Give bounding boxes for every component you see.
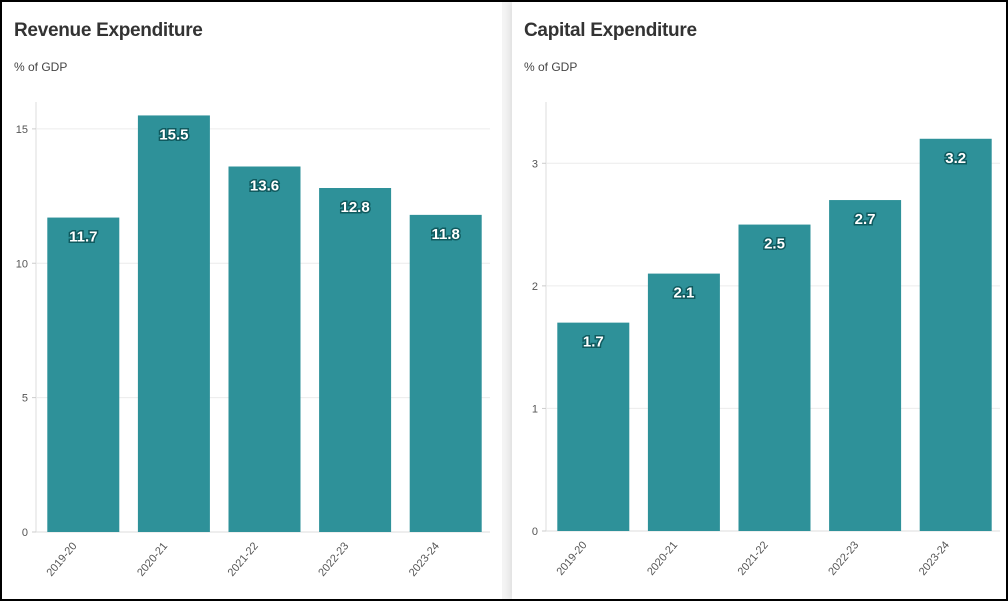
y-tick-label: 0 bbox=[22, 527, 28, 539]
chart-subtitle: % of GDP bbox=[524, 60, 578, 74]
data-label: 13.6 bbox=[250, 178, 279, 195]
y-tick-label: 3 bbox=[532, 158, 538, 170]
data-label: 2.1 bbox=[673, 285, 694, 302]
bar bbox=[409, 214, 482, 532]
y-tick-label: 1 bbox=[532, 403, 538, 415]
revenue-expenditure-chart: 0 5 10 15 11.7 2019-20 15.5 2020-21 13.6 2021-22 1… bbox=[16, 102, 490, 579]
bar bbox=[557, 322, 630, 531]
data-label: 12.8 bbox=[340, 199, 369, 216]
bar bbox=[47, 217, 120, 532]
x-category-label: 2023-24 bbox=[407, 540, 442, 579]
bar bbox=[738, 224, 811, 532]
bar bbox=[829, 200, 902, 532]
chart-title: Capital Expenditure bbox=[524, 20, 697, 41]
x-category-label: 2019-20 bbox=[554, 539, 589, 578]
data-label: 11.7 bbox=[69, 229, 97, 246]
data-label: 1.7 bbox=[583, 334, 604, 351]
x-category-label: 2023-24 bbox=[917, 539, 952, 578]
x-category-label: 2020-21 bbox=[135, 540, 170, 579]
panel-divider bbox=[502, 2, 512, 599]
revenue-expenditure-panel: Revenue Expenditure % of GDP 0 5 10 15 11.7 2… bbox=[2, 2, 502, 599]
capital-expenditure-chart: 0 1 2 3 1.7 2019-20 2.1 2020-21 2.5 2021-22 2.7 202… bbox=[532, 102, 1000, 578]
bar bbox=[319, 188, 392, 532]
y-tick-label: 15 bbox=[16, 124, 28, 136]
bar bbox=[919, 138, 992, 531]
data-label: 3.2 bbox=[945, 150, 966, 167]
data-label: 2.5 bbox=[764, 236, 785, 253]
x-category-label: 2022-23 bbox=[316, 540, 351, 579]
bar bbox=[647, 273, 720, 531]
bar bbox=[228, 166, 301, 532]
y-tick-label: 0 bbox=[532, 526, 538, 538]
x-category-label: 2020-21 bbox=[645, 539, 680, 578]
y-tick-label: 2 bbox=[532, 281, 538, 293]
x-category-label: 2022-23 bbox=[826, 539, 861, 578]
bar bbox=[137, 115, 210, 532]
x-category-label: 2021-22 bbox=[226, 540, 261, 579]
x-category-label: 2021-22 bbox=[736, 539, 771, 578]
x-category-label: 2019-20 bbox=[44, 540, 79, 579]
capital-expenditure-panel: Capital Expenditure % of GDP 0 1 2 3 1.7 2019… bbox=[512, 2, 1006, 599]
data-label: 2.7 bbox=[855, 211, 876, 228]
chart-subtitle: % of GDP bbox=[14, 60, 68, 74]
y-tick-label: 5 bbox=[22, 393, 28, 405]
y-tick-label: 10 bbox=[16, 258, 28, 270]
data-label: 11.8 bbox=[432, 226, 460, 243]
chart-title: Revenue Expenditure bbox=[14, 20, 203, 41]
data-label: 15.5 bbox=[159, 126, 188, 143]
